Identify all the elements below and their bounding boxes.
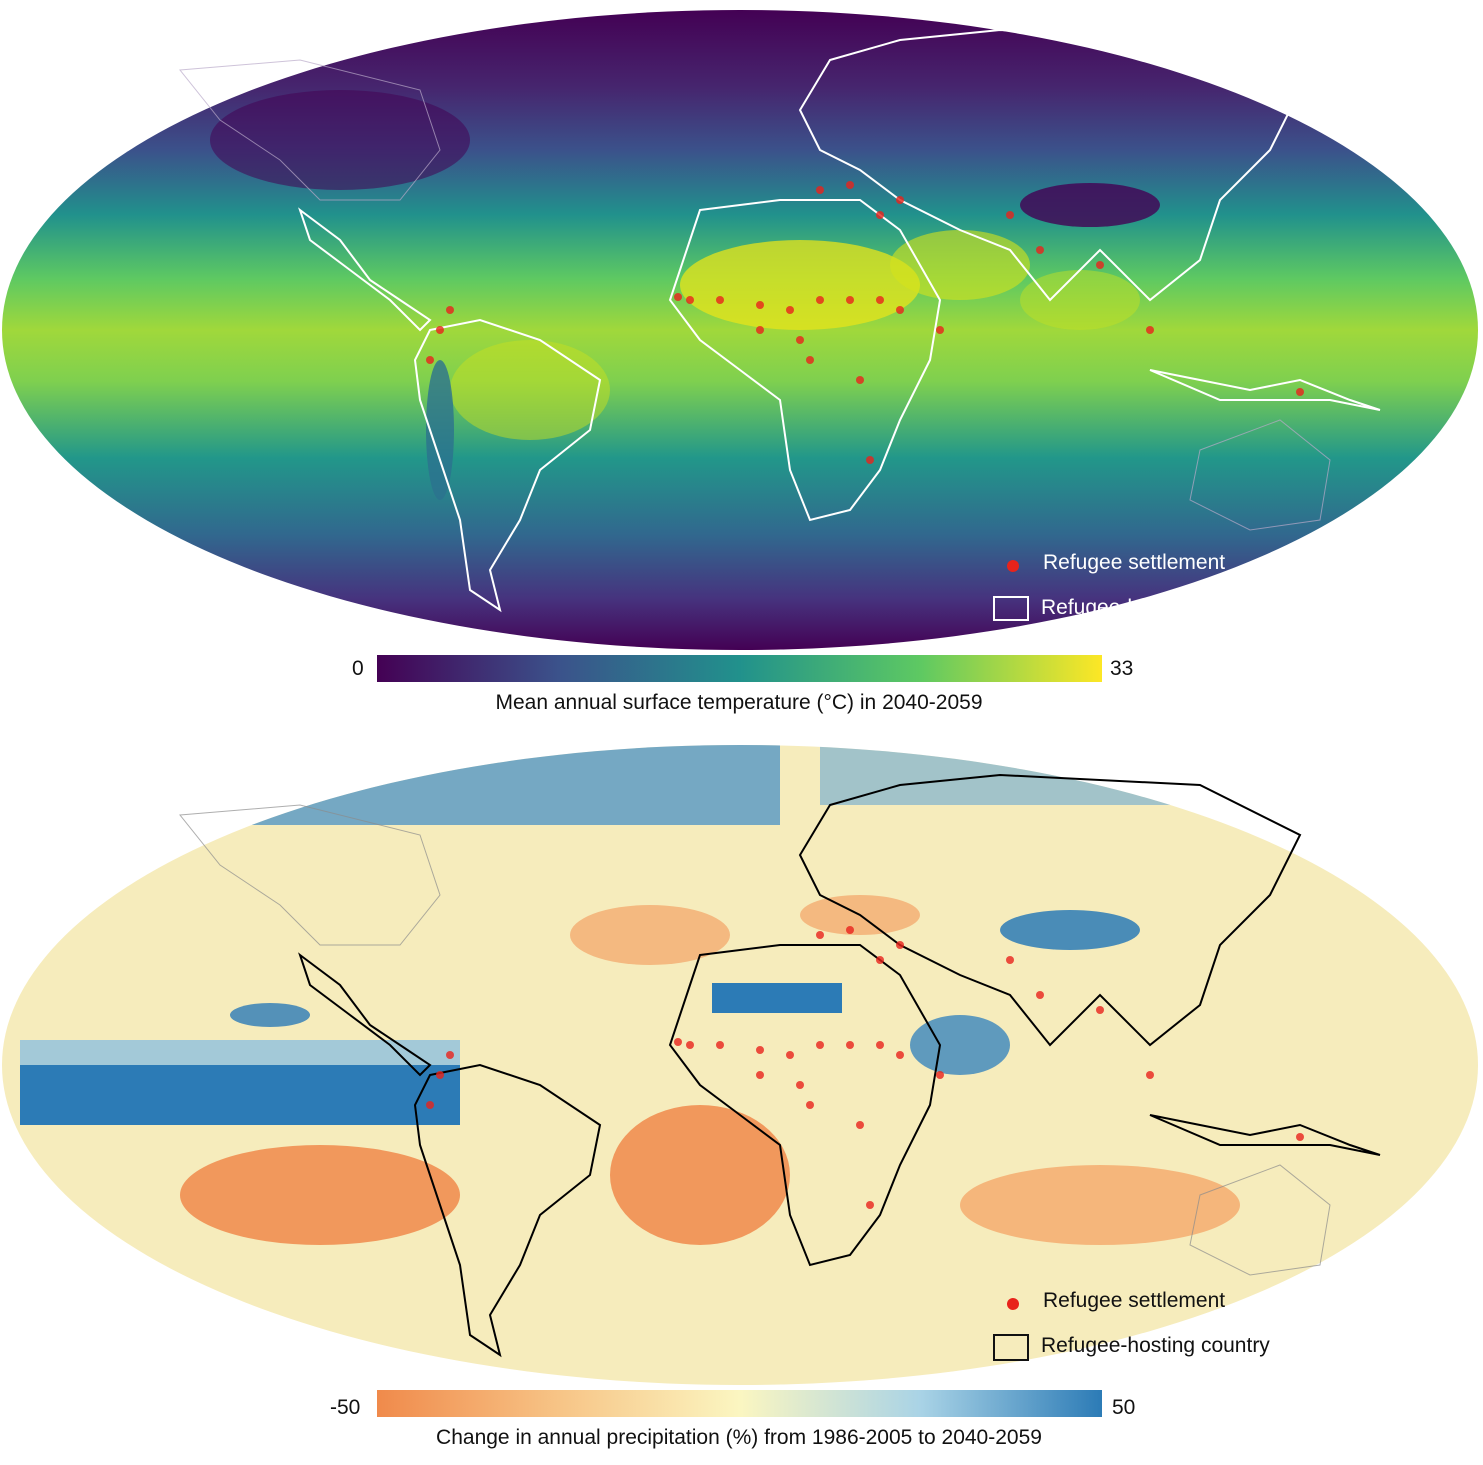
settlement-marker [686, 1041, 694, 1049]
settlement-marker [856, 1121, 864, 1129]
settlement-marker [674, 293, 682, 301]
settlement-marker [806, 1101, 814, 1109]
settlement-marker [896, 1051, 904, 1059]
settlement-marker [1146, 1071, 1154, 1079]
settlement-marker [876, 296, 884, 304]
settlement-marker [856, 376, 864, 384]
non-hosting-borders [179, 804, 1331, 1276]
colorbar-min-label: 0 [352, 657, 364, 680]
precipitation-map [2, 745, 1478, 1385]
settlement-marker [796, 336, 804, 344]
country-borders [298, 28, 1381, 613]
settlement-marker [796, 1081, 804, 1089]
colorbar-min-label: -50 [330, 1396, 361, 1419]
settlement-marker [816, 1041, 824, 1049]
temperature-map-panel: Refugee settlement Refugee-hosting count… [0, 0, 1483, 730]
colorbar-max-label: 33 [1110, 657, 1134, 680]
settlement-legend-label: Refugee settlement [1043, 551, 1226, 574]
settlement-marker [756, 1046, 764, 1054]
settlement-marker [896, 306, 904, 314]
settlement-marker [896, 941, 904, 949]
settlement-marker [876, 956, 884, 964]
settlement-marker [806, 356, 814, 364]
settlement-marker [846, 181, 854, 189]
settlement-marker [876, 1041, 884, 1049]
settlement-legend-label: Refugee settlement [1043, 1289, 1226, 1312]
settlement-marker [786, 306, 794, 314]
temperature-field [2, 10, 1478, 650]
colorbar-max-label: 50 [1112, 1396, 1136, 1419]
settlement-marker [674, 1038, 682, 1046]
colorbar-title: Change in annual precipitation (%) from … [436, 1426, 1042, 1449]
non-hosting-borders [179, 59, 1331, 531]
settlement-marker [876, 211, 884, 219]
settlement-marker [1096, 1006, 1104, 1014]
precipitation-field [2, 745, 1478, 1385]
settlement-marker [1296, 388, 1304, 396]
settlement-marker [426, 356, 434, 364]
settlement-marker [446, 306, 454, 314]
settlement-marker [756, 326, 764, 334]
settlement-marker [846, 926, 854, 934]
settlement-legend-marker [1007, 560, 1019, 572]
settlement-marker [756, 301, 764, 309]
settlement-marker [1006, 956, 1014, 964]
settlement-marker [846, 1041, 854, 1049]
settlement-legend-marker [1007, 1298, 1019, 1310]
settlement-marker [1296, 1133, 1304, 1141]
settlement-marker [786, 1051, 794, 1059]
settlement-marker [816, 296, 824, 304]
colorbar-title: Mean annual surface temperature (°C) in … [495, 691, 983, 714]
settlement-marker [436, 1071, 444, 1079]
settlement-marker [426, 1101, 434, 1109]
settlement-marker [436, 326, 444, 334]
settlement-marker [846, 296, 854, 304]
settlement-marker [1006, 211, 1014, 219]
precipitation-map-panel: Refugee settlement Refugee-hosting count… [0, 735, 1483, 1465]
settlement-marker [686, 296, 694, 304]
settlement-marker [716, 296, 724, 304]
settlement-markers [426, 181, 1304, 464]
settlement-marker [756, 1071, 764, 1079]
temperature-map [2, 10, 1478, 650]
settlement-marker [446, 1051, 454, 1059]
settlement-marker [1146, 326, 1154, 334]
settlement-marker [936, 1071, 944, 1079]
settlement-marker [866, 456, 874, 464]
hosting-country-legend-swatch [993, 1334, 1029, 1361]
country-borders [298, 773, 1381, 1358]
settlement-marker [866, 1201, 874, 1209]
settlement-marker [816, 186, 824, 194]
settlement-marker [1036, 991, 1044, 999]
hosting-country-legend-label: Refugee-hosting country [1041, 1334, 1270, 1357]
settlement-marker [1096, 261, 1104, 269]
hosting-country-legend-swatch [993, 596, 1029, 621]
settlement-marker [1036, 246, 1044, 254]
settlement-marker [896, 196, 904, 204]
settlement-marker [716, 1041, 724, 1049]
settlement-marker [936, 326, 944, 334]
temperature-colorbar [377, 655, 1102, 682]
hosting-country-legend-label: Refugee-hosting country [1041, 596, 1270, 619]
precipitation-colorbar [377, 1390, 1102, 1417]
settlement-marker [816, 931, 824, 939]
settlement-markers [426, 926, 1304, 1209]
